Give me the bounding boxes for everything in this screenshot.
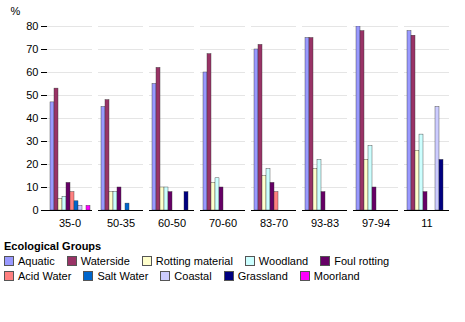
svg-text:20: 20 xyxy=(26,158,38,170)
svg-text:70-60: 70-60 xyxy=(209,217,237,229)
svg-text:60-50: 60-50 xyxy=(158,217,186,229)
html-text:Waterside: Waterside xyxy=(80,255,130,267)
svg-text:0: 0 xyxy=(32,204,38,216)
svg-text:50-35: 50-35 xyxy=(107,217,135,229)
html-text:Rotting material: Rotting material xyxy=(155,255,233,267)
svg-text:%: % xyxy=(11,5,21,17)
svg-text:93-83: 93-83 xyxy=(311,217,339,229)
svg-text:97-94: 97-94 xyxy=(362,217,390,229)
html-text:Ecological Groups: Ecological Groups xyxy=(4,240,102,252)
svg-text:70: 70 xyxy=(26,43,38,55)
html-text:Foul rotting: Foul rotting xyxy=(334,255,390,267)
svg-text:40: 40 xyxy=(26,112,38,124)
html-text:Acid Water: Acid Water xyxy=(18,270,72,282)
html-text:Coastal: Coastal xyxy=(174,270,212,282)
svg-text:83-70: 83-70 xyxy=(260,217,288,229)
html-text:Moorland: Moorland xyxy=(313,270,360,282)
svg-text:35-0: 35-0 xyxy=(59,217,81,229)
html-text:Grassland: Grassland xyxy=(237,270,288,282)
html-text:Aquatic: Aquatic xyxy=(18,255,55,267)
svg-text:50: 50 xyxy=(26,89,38,101)
svg-text:30: 30 xyxy=(26,135,38,147)
html-text:Salt Water: Salt Water xyxy=(97,270,149,282)
svg-text:80: 80 xyxy=(26,20,38,32)
svg-text:11: 11 xyxy=(421,217,432,229)
html-text:Woodland: Woodland xyxy=(258,255,309,267)
svg-text:10: 10 xyxy=(26,181,38,193)
svg-text:60: 60 xyxy=(26,66,38,78)
